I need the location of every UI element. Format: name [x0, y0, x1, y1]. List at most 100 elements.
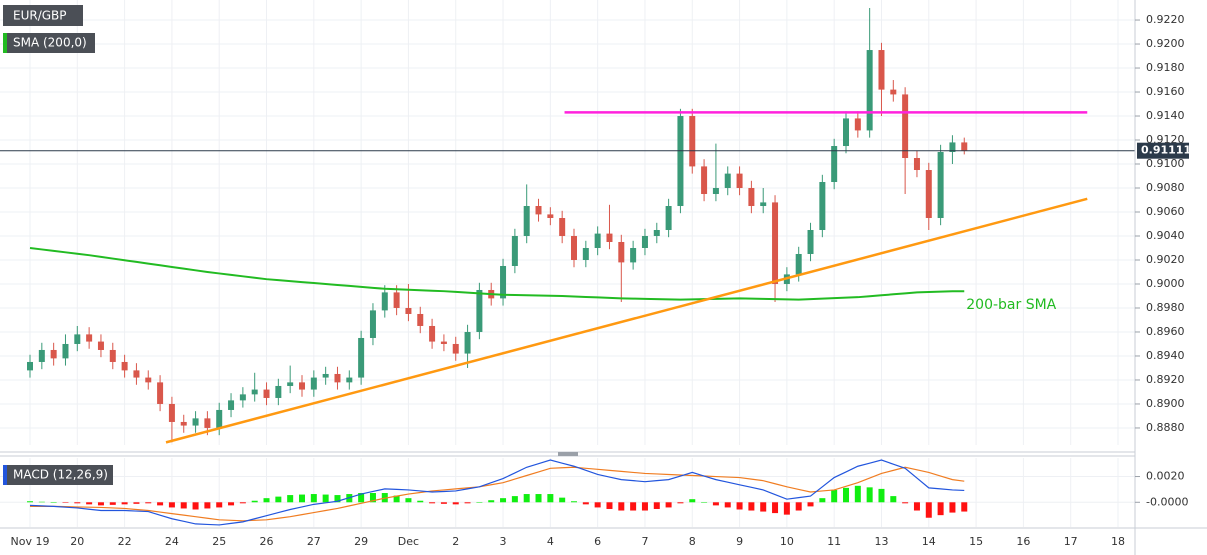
- x-tick-label: Dec: [398, 535, 419, 548]
- histogram-bar: [902, 502, 909, 504]
- candle-body: [346, 377, 353, 383]
- candle-body: [263, 389, 270, 398]
- legend-box[interactable]: [3, 465, 113, 485]
- candle-body: [275, 385, 282, 398]
- candle-body: [807, 229, 814, 254]
- histogram-bar: [937, 502, 944, 516]
- histogram-bar: [760, 502, 767, 512]
- histogram-bar: [299, 494, 305, 503]
- histogram-bar: [712, 502, 719, 506]
- x-tick-label: 27: [307, 535, 321, 548]
- y-tick-label: 0.9160: [1146, 85, 1185, 98]
- histogram-bar: [890, 496, 897, 503]
- histogram-bar: [287, 495, 294, 503]
- candle-body: [677, 116, 684, 207]
- candle-body: [523, 206, 530, 236]
- candle-body: [831, 146, 838, 183]
- candle-body: [204, 418, 211, 428]
- legend-swatch: [3, 465, 7, 485]
- candle-body: [310, 377, 317, 390]
- histogram-bar: [334, 495, 341, 503]
- histogram-bar: [866, 487, 873, 503]
- candle-body: [772, 202, 779, 284]
- histogram-bar: [854, 485, 861, 503]
- candle-body: [476, 289, 483, 332]
- histogram-bar: [157, 502, 164, 506]
- candle-body: [559, 218, 566, 236]
- sma-line: [29, 247, 965, 301]
- y-tick-label: 0.8940: [1146, 349, 1185, 362]
- histogram-bar: [665, 502, 672, 508]
- x-tick-label: 14: [922, 535, 936, 548]
- histogram-bar: [913, 502, 920, 511]
- candle-body: [795, 253, 802, 275]
- histogram-bar: [263, 498, 270, 503]
- candle-body: [369, 310, 376, 338]
- x-tick-label: 20: [70, 535, 84, 548]
- histogram-bar: [571, 501, 577, 503]
- histogram-bar: [724, 502, 731, 508]
- histogram-bar: [310, 494, 317, 503]
- candle-body: [157, 382, 164, 404]
- trend-line: [165, 197, 1088, 444]
- histogram-bar: [192, 502, 199, 510]
- histogram-bar: [500, 498, 507, 503]
- candle-body: [86, 334, 93, 342]
- candle-body: [547, 214, 554, 219]
- candle-body: [618, 241, 625, 263]
- histogram-bar: [807, 502, 814, 507]
- histogram-bar: [180, 502, 187, 509]
- candle-body: [251, 389, 258, 395]
- candle-body: [121, 361, 128, 371]
- histogram-bar: [97, 502, 104, 506]
- histogram-bar: [405, 498, 412, 503]
- candle-body: [571, 235, 577, 260]
- legend-title: MACD (12,26,9): [13, 468, 108, 482]
- candle-body: [429, 325, 436, 342]
- legend-box[interactable]: [3, 5, 83, 26]
- x-tick-label: 4: [547, 535, 554, 548]
- histogram-bar: [109, 502, 116, 505]
- histogram-bar: [121, 502, 128, 505]
- y-tick-label: 0.8920: [1146, 373, 1185, 386]
- histogram-bar: [843, 487, 849, 503]
- candle-body: [109, 349, 116, 362]
- candle-body: [630, 247, 637, 263]
- candle-body: [866, 50, 873, 131]
- histogram-bar: [429, 502, 436, 504]
- candle-body: [961, 142, 968, 151]
- labels: 0.8880 0.8900 0.8920 0.8940 0.8960 0.8980 0.90…: [11, 13, 1192, 548]
- candle-body: [653, 229, 660, 236]
- candle-body: [902, 94, 909, 159]
- candle-body: [913, 158, 920, 171]
- candle-body: [606, 233, 613, 242]
- legend-title: EUR/GBP: [13, 9, 67, 23]
- candle-body: [689, 116, 696, 167]
- candle-body: [97, 341, 104, 350]
- legend-box[interactable]: [3, 33, 95, 53]
- x-tick-label: 11: [827, 535, 841, 548]
- candle-body: [641, 235, 648, 248]
- x-tick-label: 24: [165, 535, 179, 548]
- x-tick-label: 22: [118, 535, 132, 548]
- histogram-bar: [50, 502, 57, 503]
- histogram-bar: [251, 500, 258, 503]
- x-tick-label: Nov 19: [11, 535, 50, 548]
- histogram-bar: [393, 495, 400, 503]
- x-tick-label: 29: [354, 535, 368, 548]
- candle-body: [535, 206, 542, 215]
- candle-body: [180, 421, 187, 426]
- y-tick-label: 0.9000: [1146, 277, 1185, 290]
- candle-body: [62, 343, 69, 359]
- histogram-bar: [641, 502, 648, 511]
- histogram-bar: [925, 502, 932, 518]
- y-tick-label: -0.0000: [1146, 495, 1188, 508]
- y-tick-label: 0.9180: [1146, 61, 1185, 74]
- histogram-bar: [452, 502, 459, 505]
- macd-line: [29, 459, 965, 526]
- histogram-bar: [689, 499, 696, 503]
- histogram-bar: [949, 502, 956, 513]
- y-tick-label: 0.8960: [1146, 325, 1185, 338]
- pane-grip[interactable]: [558, 452, 578, 456]
- histogram-bar: [523, 494, 530, 503]
